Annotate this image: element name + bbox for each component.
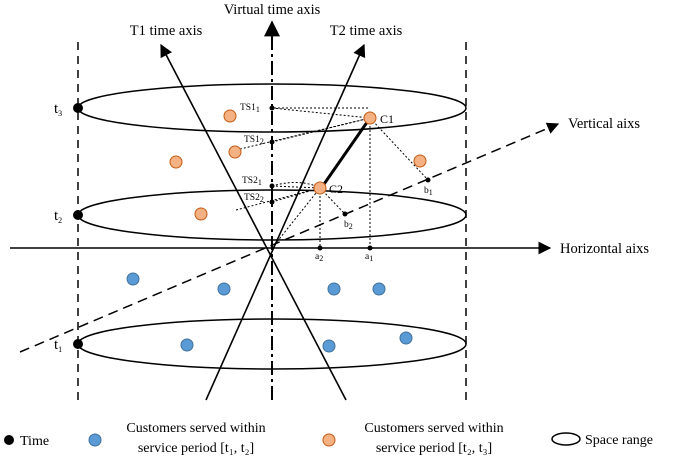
t3-label: t3 [54,101,62,118]
legend-space-label: Space range [585,433,653,448]
time-point-t1 [73,339,83,349]
virtual-axis-label: Virtual time axis [224,2,321,18]
construction-lines [235,107,429,249]
ts1-2-label: TS12 [244,135,264,146]
a2-label: a2 [315,252,323,263]
customer-c1 [363,111,377,125]
customer-orange [169,155,183,169]
customer-blue [327,282,341,296]
ts2-2-label: TS22 [244,193,264,204]
t1-time-axis [160,43,347,401]
ts1-2-point [269,139,275,145]
customer-orange [413,154,427,168]
b1-point [425,177,431,183]
c1-label: C1 [380,112,394,126]
b2-point [342,211,348,217]
customer-orange [194,207,208,221]
legend-orange-line2: service period [t₂, t₃] [376,441,492,456]
a1-point [367,245,373,251]
customer-c2 [313,181,327,195]
customer-blue [217,282,231,296]
blue-customers [126,272,413,353]
t2-time-axis [205,43,366,401]
t1-label: t1 [54,337,62,354]
vertical-axis-label: Vertical aixs [568,116,640,132]
legend-time-label: Time [20,434,49,449]
t2-label: t2 [54,208,62,225]
t2-axis-label: T2 time axis [330,23,403,39]
customer-blue [372,282,386,296]
ts2-1-label: TS21 [242,176,262,187]
t1-axis-label: T1 time axis [130,23,203,39]
legend: Time Customers served within service per… [4,421,653,456]
legend-blue-line2: service period [t₁, t₂] [138,441,254,456]
ts2-2-point [269,199,275,205]
a2-point [317,245,323,251]
ts1-1-label: TS11 [240,103,260,114]
ts2-1-point [269,183,275,189]
legend-blue-line1: Customers served within [126,421,265,436]
customer-blue [322,339,336,353]
b2-label: b2 [344,220,353,231]
vertical-axis [19,122,560,353]
legend-orange-line1: Customers served within [364,421,503,436]
time-point-t3 [73,103,83,113]
customer-blue [399,331,413,345]
c2-label: C2 [329,182,343,196]
b1-label: b1 [424,186,433,197]
legend-space-marker [551,432,581,446]
route-c2-c1 [320,117,372,188]
customer-blue [180,338,194,352]
customer-orange [228,145,242,159]
a1-label: a1 [365,252,373,263]
time-point-t2 [73,210,83,220]
legend-time-marker [4,435,14,445]
legend-blue-marker [88,433,102,447]
ts1-1-point [269,105,275,111]
customer-orange [223,109,237,123]
orange-customers [169,109,427,221]
customer-blue [126,272,140,286]
legend-orange-marker [322,433,336,447]
horizontal-axis-label: Horizontal aixs [560,241,649,257]
